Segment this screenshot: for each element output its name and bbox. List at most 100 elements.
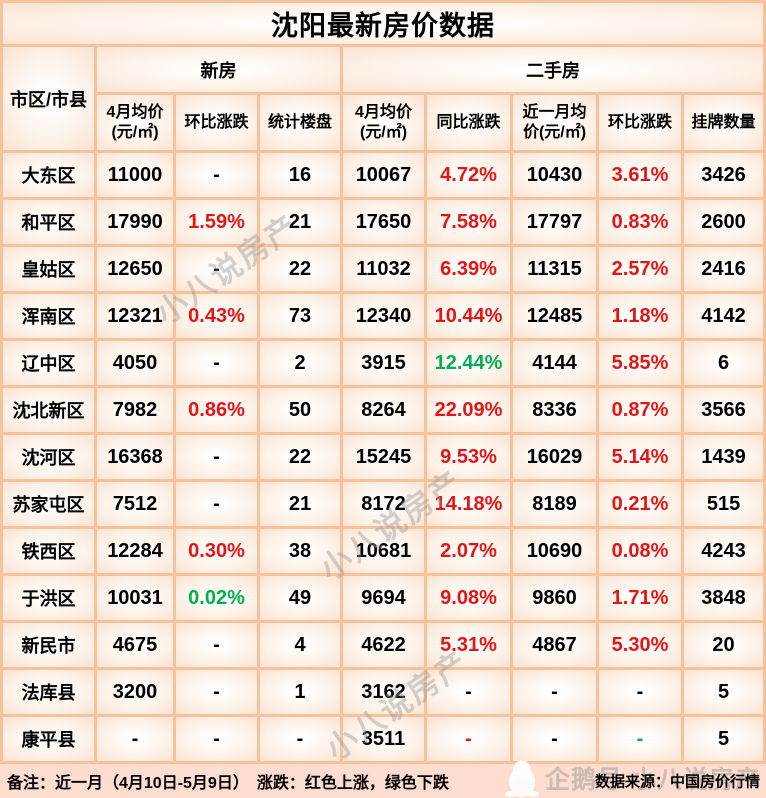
value-cell: 16029 (513, 435, 596, 479)
value-cell: - (427, 717, 510, 761)
value-cell: 8189 (513, 482, 596, 526)
column-header: 环比涨跌 (176, 95, 257, 150)
column-header: 4月均价(元/㎡) (97, 95, 173, 150)
value-cell: 3426 (684, 153, 764, 197)
value-cell: 22 (260, 435, 340, 479)
footer: 备注：近一月（4月10日-5月9日） 涨跌：红色上涨，绿色下跌 企鹅号 小八说房… (0, 760, 766, 798)
column-header: 同比涨跌 (427, 95, 510, 150)
value-cell: 22 (260, 247, 340, 291)
value-cell: 10690 (513, 529, 596, 573)
column-header: 挂牌数量 (684, 95, 764, 150)
table-row: 铁西区 12284 0.30% 38 10681 2.07% 10690 0.08% 4243 (3, 529, 764, 573)
value-cell: 5 (684, 670, 764, 714)
column-header-row: 4月均价(元/㎡) 环比涨跌 统计楼盘 4月均价(元/㎡) 同比涨跌 近一月均价(元/㎡)… (3, 95, 764, 150)
value-cell: - (260, 717, 340, 761)
value-cell: 5 (684, 717, 764, 761)
value-cell: 7.58% (427, 200, 510, 244)
footer-note: 备注：近一月（4月10日-5月9日） 涨跌：红色上涨，绿色下跌 (7, 775, 449, 792)
column-header: 统计楼盘 (260, 95, 340, 150)
value-cell: 12340 (343, 294, 424, 338)
district-cell: 苏家屯区 (3, 482, 94, 526)
value-cell: 8172 (343, 482, 424, 526)
value-cell: 15245 (343, 435, 424, 479)
table-row: 沈河区 16368-22 15245 9.53% 16029 5.14% 1439 (3, 435, 764, 479)
value-cell: 3511 (343, 717, 424, 761)
value-cell: 49 (260, 576, 340, 620)
value-cell: 11315 (513, 247, 596, 291)
value-cell: 0.86% (176, 388, 257, 432)
district-cell: 沈北新区 (3, 388, 94, 432)
table-row: 于洪区 10031 0.02% 49 9694 9.08% 9860 1.71% 3848 (3, 576, 764, 620)
district-cell: 法库县 (3, 670, 94, 714)
value-cell: 7512 (97, 482, 173, 526)
value-cell: 11000 (97, 153, 173, 197)
value-cell: 21 (260, 200, 340, 244)
district-cell: 辽中区 (3, 341, 94, 385)
value-cell: 3915 (343, 341, 424, 385)
value-cell: 8336 (513, 388, 596, 432)
value-cell: 11032 (343, 247, 424, 291)
value-cell: - (176, 670, 257, 714)
value-cell: 7982 (97, 388, 173, 432)
value-cell: 9860 (513, 576, 596, 620)
group-header-row: 市区/市县 新房 二手房 (3, 47, 764, 150)
table-row: 新民市 4675-4 4622 5.31% 4867 5.30% 20 (3, 623, 764, 667)
penguin-icon (505, 760, 539, 797)
value-cell: 17650 (343, 200, 424, 244)
value-cell: 4144 (513, 341, 596, 385)
price-table: 沈阳最新房价数据 市区/市县 新房 二手房 4月均价(元/㎡) 环比涨跌 统计楼盘 4… (3, 3, 764, 761)
table-row: 康平县 - - -3511- - -5 (3, 717, 764, 761)
district-cell: 浑南区 (3, 294, 94, 338)
value-cell: - (176, 717, 257, 761)
value-cell: 4 (260, 623, 340, 667)
value-cell: 5.14% (599, 435, 681, 479)
value-cell: 10430 (513, 153, 596, 197)
value-cell: 2416 (684, 247, 764, 291)
value-cell: 10031 (97, 576, 173, 620)
table-row: 沈北新区 7982 0.86% 50 8264 22.09% 8336 0.87% 3566 (3, 388, 764, 432)
value-cell: 38 (260, 529, 340, 573)
column-header: 近一月均价(元/㎡) (513, 95, 596, 150)
value-cell: 17797 (513, 200, 596, 244)
value-cell: 50 (260, 388, 340, 432)
value-cell: - (97, 717, 173, 761)
district-cell: 于洪区 (3, 576, 94, 620)
value-cell: - (599, 717, 681, 761)
page-title: 沈阳最新房价数据 (3, 3, 764, 44)
value-cell: 17990 (97, 200, 173, 244)
value-cell: - (176, 623, 257, 667)
value-cell: 12321 (97, 294, 173, 338)
value-cell: 4675 (97, 623, 173, 667)
district-cell: 铁西区 (3, 529, 94, 573)
table-row: 法库县 3200-1 3162- - -5 (3, 670, 764, 714)
value-cell: 10.44% (427, 294, 510, 338)
value-cell: 12284 (97, 529, 173, 573)
table-row: 辽中区 4050-2 3915 12.44% 4144 5.85% 6 (3, 341, 764, 385)
value-cell: 0.43% (176, 294, 257, 338)
value-cell: 515 (684, 482, 764, 526)
value-cell: 73 (260, 294, 340, 338)
title-row: 沈阳最新房价数据 (3, 3, 764, 44)
value-cell: 2.07% (427, 529, 510, 573)
value-cell: 4142 (684, 294, 764, 338)
corner-header: 市区/市县 (3, 47, 94, 150)
table-row: 浑南区 12321 0.43% 73 12340 10.44% 12485 1.18% 4142 (3, 294, 764, 338)
district-cell: 新民市 (3, 623, 94, 667)
value-cell: 3200 (97, 670, 173, 714)
value-cell: 0.08% (599, 529, 681, 573)
value-cell: 12.44% (427, 341, 510, 385)
column-header: 环比涨跌 (599, 95, 681, 150)
table-row: 皇姑区 12650-22 11032 6.39% 11315 2.57% 2416 (3, 247, 764, 291)
value-cell: 10067 (343, 153, 424, 197)
value-cell: 3.61% (599, 153, 681, 197)
value-cell: 0.02% (176, 576, 257, 620)
value-cell: 4050 (97, 341, 173, 385)
value-cell: 0.87% (599, 388, 681, 432)
district-cell: 沈河区 (3, 435, 94, 479)
value-cell: 20 (684, 623, 764, 667)
data-source: 数据来源：中国房价行情 (594, 773, 760, 791)
district-cell: 大东区 (3, 153, 94, 197)
value-cell: 1.18% (599, 294, 681, 338)
value-cell: 9.53% (427, 435, 510, 479)
